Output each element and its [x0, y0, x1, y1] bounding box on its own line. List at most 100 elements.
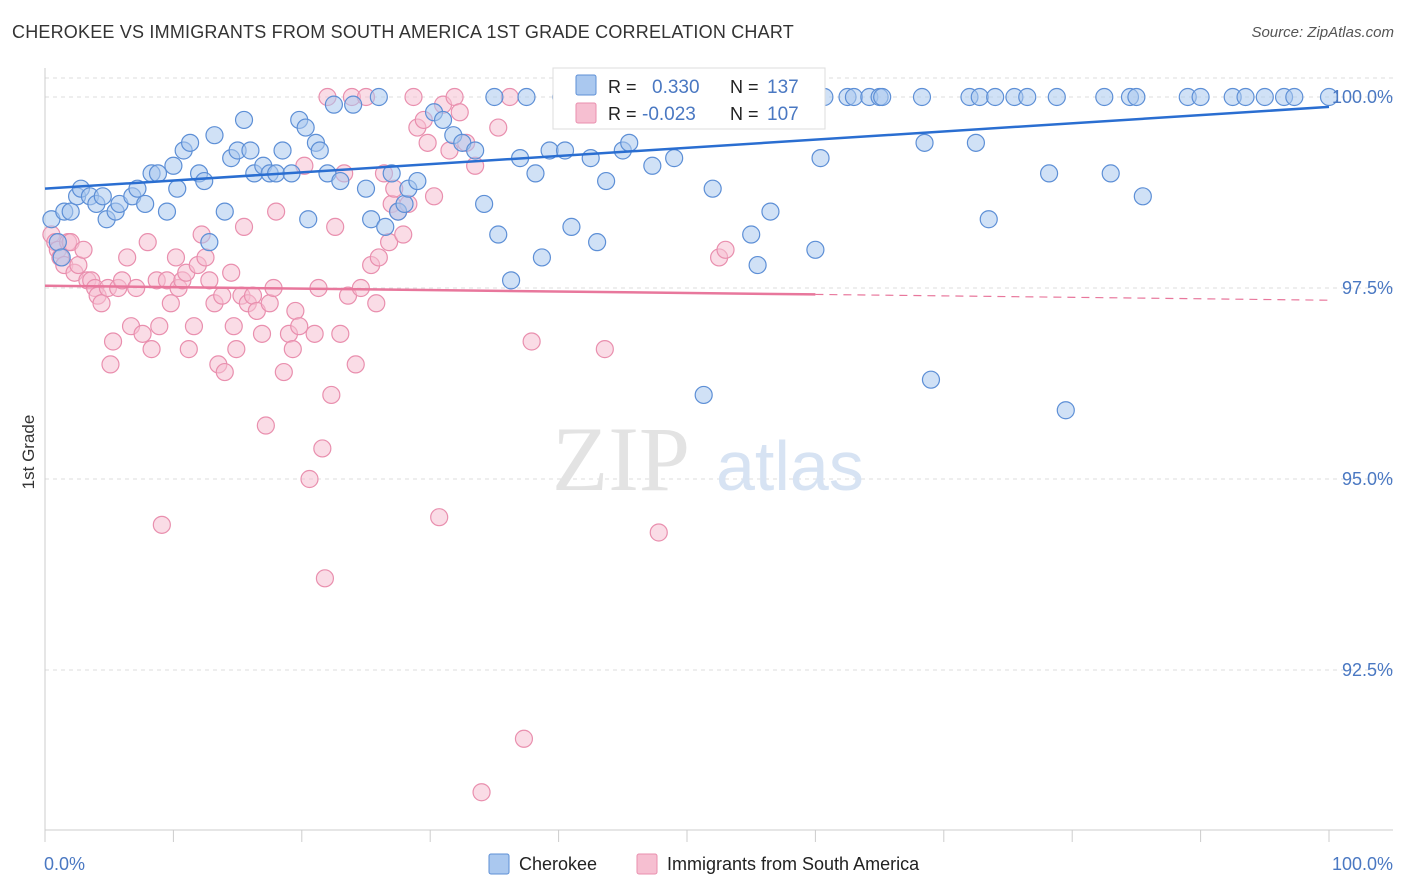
point-cherokee: [1039, 164, 1059, 183]
y-axis-label: 1st Grade: [19, 415, 38, 490]
point-immigrants: [196, 248, 215, 267]
point-cherokee: [970, 87, 989, 107]
point-cherokee: [128, 179, 147, 198]
point-cherokee: [195, 171, 214, 191]
point-cherokee: [921, 370, 941, 389]
point-immigrants: [267, 202, 286, 221]
point-cherokee: [844, 87, 864, 107]
stats-n-label-pink: N =: [730, 104, 759, 124]
point-cherokee: [1018, 87, 1037, 107]
axes: [44, 68, 1393, 831]
point-immigrants: [215, 362, 234, 382]
point-cherokee: [376, 217, 395, 236]
point-immigrants: [300, 469, 319, 489]
point-cherokee: [168, 179, 187, 198]
point-immigrants: [133, 324, 152, 343]
point-cherokee: [588, 233, 607, 252]
point-cherokee: [296, 118, 315, 137]
trend-line-immigrants-extension: [815, 293, 1330, 301]
point-immigrants: [118, 248, 137, 267]
point-immigrants: [161, 294, 180, 313]
point-cherokee: [1047, 87, 1066, 107]
point-immigrants: [489, 118, 508, 137]
watermark-atlas: atlas: [716, 427, 864, 505]
point-cherokee: [369, 87, 388, 107]
point-immigrants: [150, 317, 169, 336]
point-cherokee: [356, 179, 376, 198]
point-cherokee: [148, 164, 168, 183]
point-cherokee: [157, 202, 177, 221]
y-tick-label: 95.0%: [1342, 469, 1393, 489]
point-cherokee: [501, 271, 521, 290]
point-cherokee: [873, 87, 892, 107]
point-cherokee: [489, 225, 508, 244]
point-cherokee: [1255, 87, 1274, 107]
legend-swatch-immigrants: [636, 853, 658, 875]
point-cherokee: [1191, 87, 1210, 107]
series-cherokee-points: [42, 87, 1339, 420]
point-cherokee: [1319, 87, 1339, 107]
point-cherokee: [299, 210, 318, 229]
point-immigrants: [305, 324, 324, 343]
x-tick-labels: 0.0% 100.0%: [44, 854, 1393, 874]
point-immigrants: [92, 294, 111, 313]
y-tick-label: 100.0%: [1332, 87, 1393, 107]
point-cherokee: [532, 248, 552, 267]
y-tick-labels: 100.0% 97.5% 95.0% 92.5%: [1332, 87, 1393, 680]
point-cherokee: [703, 179, 722, 198]
point-immigrants: [326, 217, 345, 236]
point-cherokee: [136, 194, 155, 214]
point-immigrants: [367, 294, 386, 313]
point-immigrants: [716, 240, 735, 259]
point-cherokee: [200, 233, 219, 252]
point-cherokee: [526, 164, 545, 183]
point-cherokee: [597, 171, 616, 191]
point-cherokee: [234, 110, 254, 130]
point-immigrants: [200, 271, 219, 290]
point-cherokee: [986, 87, 1005, 107]
point-cherokee: [1133, 187, 1152, 206]
trend-line-cherokee: [44, 105, 1330, 190]
point-cherokee: [1101, 164, 1120, 183]
point-cherokee: [742, 225, 761, 244]
point-immigrants: [313, 439, 332, 458]
point-cherokee: [748, 255, 767, 275]
point-immigrants: [138, 233, 157, 252]
watermark: ZIP atlas: [552, 408, 864, 510]
point-cherokee: [694, 385, 713, 405]
bottom-legend: Cherokee Immigrants from South America: [488, 853, 920, 875]
source-credit: Source: ZipAtlas.com: [1251, 24, 1394, 41]
point-immigrants: [184, 317, 204, 336]
point-immigrants: [404, 87, 423, 107]
stats-swatch-blue: [575, 74, 597, 96]
point-cherokee: [324, 95, 343, 114]
point-cherokee: [310, 141, 329, 160]
watermark-zip: ZIP: [552, 408, 690, 510]
point-cherokee: [562, 217, 581, 236]
point-immigrants: [514, 729, 534, 748]
point-immigrants: [103, 332, 123, 351]
point-cherokee: [52, 248, 71, 267]
legend-swatch-cherokee: [488, 853, 510, 875]
point-immigrants: [234, 217, 254, 236]
point-immigrants: [595, 340, 614, 359]
point-cherokee: [180, 133, 200, 152]
point-immigrants: [274, 362, 293, 382]
stats-r-label-pink: R =: [608, 104, 637, 124]
point-cherokee: [241, 141, 260, 160]
point-immigrants: [213, 286, 232, 305]
point-immigrants: [101, 355, 120, 374]
point-cherokee: [915, 133, 934, 152]
point-immigrants: [394, 225, 413, 244]
point-immigrants: [424, 187, 444, 206]
point-immigrants: [260, 294, 279, 313]
point-immigrants: [112, 271, 132, 290]
stats-n-value-blue: 137: [767, 77, 799, 98]
point-cherokee: [61, 202, 80, 221]
x-tick-label-max: 100.0%: [1332, 854, 1393, 874]
point-cherokee: [475, 194, 494, 214]
trend-line-immigrants: [44, 284, 816, 296]
stats-r-label-blue: R =: [608, 77, 637, 97]
stats-legend-frame: [552, 67, 826, 130]
point-cherokee: [215, 202, 234, 221]
